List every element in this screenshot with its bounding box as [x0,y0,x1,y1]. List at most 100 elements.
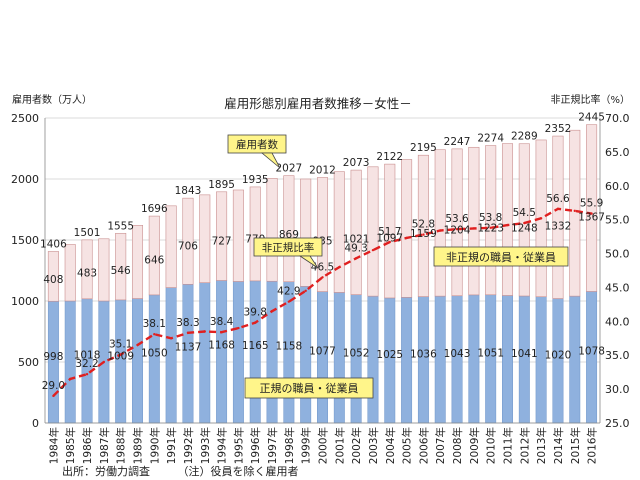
nonregular-label: 646 [144,254,164,266]
x-tick-label: 1994年 [216,427,229,464]
ratio-point [237,326,240,330]
x-tick-label: 1996年 [249,427,262,464]
total-label: 2195 [410,142,437,154]
regular-label: 998 [43,351,63,363]
x-tick-label: 1997年 [266,427,279,464]
x-tick-label: 2013年 [535,427,548,464]
right-tick-label: 70.0 [605,112,630,125]
nonregular-label: 483 [77,267,97,279]
regular-label: 1025 [376,349,403,361]
right-axis-title: 非正規比率（%） [550,93,630,106]
callout-employees-label: 雇用者数 [236,138,278,151]
ratio-point [186,331,190,335]
ratio-point [354,257,358,260]
x-tick-label: 1998年 [283,427,296,464]
bar-nonregular [115,232,127,301]
right-tick-label: 45.0 [605,281,630,294]
bar-nonregular [199,194,211,283]
total-label: 2012 [309,165,336,177]
bar-nonregular [401,159,413,298]
nonregular-label: 1248 [511,222,538,234]
bar-nonregular [216,191,228,281]
x-tick-label: 1986年 [81,427,94,464]
bar-nonregular [283,175,295,283]
ratio-point [69,377,72,381]
total-label: 2274 [477,133,504,145]
bar-nonregular [384,163,396,299]
callout-nonregular: 非正規の職員・従業員 [433,246,569,267]
nonregular-label: 706 [178,241,198,253]
right-tick-label: 65.0 [605,146,630,159]
ratio-point [489,226,492,229]
total-label: 2247 [444,136,471,148]
x-tick-label: 2008年 [451,427,464,464]
regular-label: 1137 [175,342,202,354]
ratio-label: 46.5 [311,261,334,273]
regular-label: 1078 [578,346,605,358]
bar-regular [232,281,244,424]
x-tick-label: 2010年 [485,427,498,464]
nonregular-label: 408 [43,274,63,286]
right-tick-label: 60.0 [605,180,630,193]
left-tick-label: 2500 [11,112,39,125]
nonregular-label: 1097 [376,233,403,245]
regular-label: 1077 [309,346,336,358]
nonregular-label: 546 [111,265,131,277]
regular-label: 1051 [477,347,504,359]
ratio-point [136,343,139,347]
ratio-point [506,223,509,227]
bar-nonregular [47,251,59,302]
x-tick-label: 1988年 [115,427,128,464]
bar-nonregular [333,171,345,293]
callout-nonregular-label: 非正規の職員・従業員 [446,250,556,264]
bar-regular [249,280,261,424]
callout-regular: 正規の職員・従業員 [244,377,374,399]
ratio-point [321,276,324,279]
regular-label: 1041 [511,348,538,360]
total-label: 2027 [275,163,302,175]
ratio-point [539,217,543,220]
x-tick-label: 2000年 [317,427,330,464]
right-tick-label: 35.0 [605,349,630,362]
x-tick-label: 2015年 [569,427,582,464]
ratio-point [153,333,156,336]
total-label: 1843 [175,185,202,197]
chart-title: 雇用形態別雇用者数推移－女性－ [224,96,412,111]
ratio-point [85,373,89,376]
bar-nonregular [350,169,362,295]
ratio-point [388,240,391,244]
callout-ratio: 非正規比率 [253,237,323,269]
x-tick-label: 1993年 [199,427,212,464]
bar-nonregular [232,189,244,282]
bar-nonregular [182,197,194,285]
bar-nonregular [552,135,564,299]
x-tick-label: 2009年 [468,427,481,464]
callout-regular-label: 正規の職員・従業員 [260,381,359,395]
total-label: 2122 [376,151,403,163]
x-tick-label: 2016年 [586,427,599,464]
source-note: 出所：労働力調査 （注）役員を除く雇用者 [62,464,299,478]
bar-nonregular [501,143,514,296]
x-tick-label: 2004年 [384,427,397,464]
x-tick-label: 1995年 [232,427,245,464]
ratio-point [254,321,257,324]
right-tick-label: 55.0 [605,214,630,227]
x-tick-label: 2011年 [502,427,515,464]
ratio-point [371,248,375,252]
regular-label: 1050 [141,348,168,360]
x-tick-label: 1991年 [165,427,178,464]
left-axis-title: 雇用者数（万人） [12,93,92,106]
bar-nonregular [518,143,530,297]
nonregular-label: 1204 [444,225,471,237]
bar-nonregular [249,186,261,282]
ratio-label: 35.1 [109,339,132,351]
ratio-point [590,212,593,215]
ratio-label: 55.9 [580,198,603,210]
ratio-point [102,360,106,364]
ratio-line-layer [52,207,593,398]
bar-nonregular [586,124,598,292]
total-label: 2445 [578,112,605,124]
total-label: 2352 [545,123,572,135]
ratio-point [556,207,560,211]
